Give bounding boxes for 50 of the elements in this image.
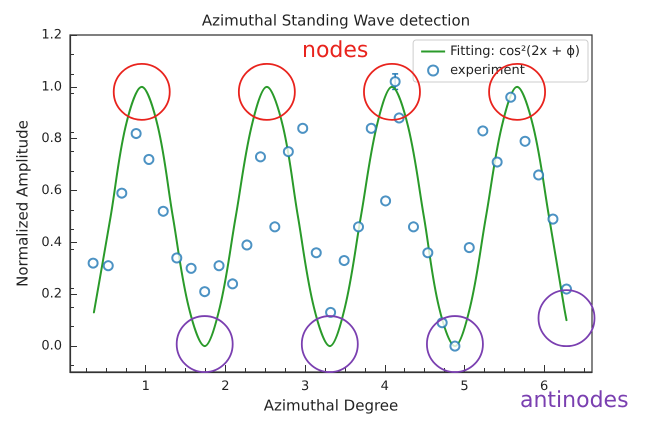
point [102,260,114,272]
point [282,146,294,158]
point [130,128,142,140]
point [533,169,544,180]
point [254,151,266,162]
point [449,340,460,352]
x-tick-label: 6 [540,379,548,394]
x-tick-label: 4 [380,379,389,394]
point [492,156,503,168]
point [186,262,197,274]
point [505,92,516,103]
y-tick-label: 0.2 [41,286,62,302]
y-tick-label: 0.8 [41,131,62,146]
point [353,221,364,232]
point [143,154,154,165]
x-axis-title: Azimuthal Degree [264,396,398,414]
point [338,255,350,266]
point [88,258,99,269]
point [390,76,401,88]
point [241,239,252,250]
point [214,260,225,272]
y-tick-label: 1.0 [41,79,62,94]
y-axis-title: Normalized Amplitude [14,120,32,287]
x-tick-label: 3 [300,379,310,394]
point [116,188,128,199]
point [158,206,169,217]
x-tick-label: 1 [142,379,150,394]
legend-label: Fitting: cos²(2x + ϕ) [450,44,580,59]
point [171,252,182,264]
y-tick-label: 0.0 [41,338,62,354]
chart-title: Azimuthal Standing Wave detection [202,12,470,30]
point [269,221,280,232]
x-tick-label: 5 [460,379,469,394]
point [408,221,419,232]
point [477,125,488,136]
x-tick-label: 2 [221,379,230,394]
point [227,278,238,290]
point [199,286,210,298]
annotation: nodes [302,38,368,63]
point [366,122,377,134]
point [547,214,558,225]
point [464,242,475,254]
y-tick-label: 1.2 [41,28,62,42]
point [520,136,531,147]
point [380,195,392,206]
point [297,122,308,134]
y-tick-label: 0.6 [41,183,62,198]
y-tick-label: 0.4 [41,234,62,250]
point [310,247,322,258]
point [422,247,434,258]
